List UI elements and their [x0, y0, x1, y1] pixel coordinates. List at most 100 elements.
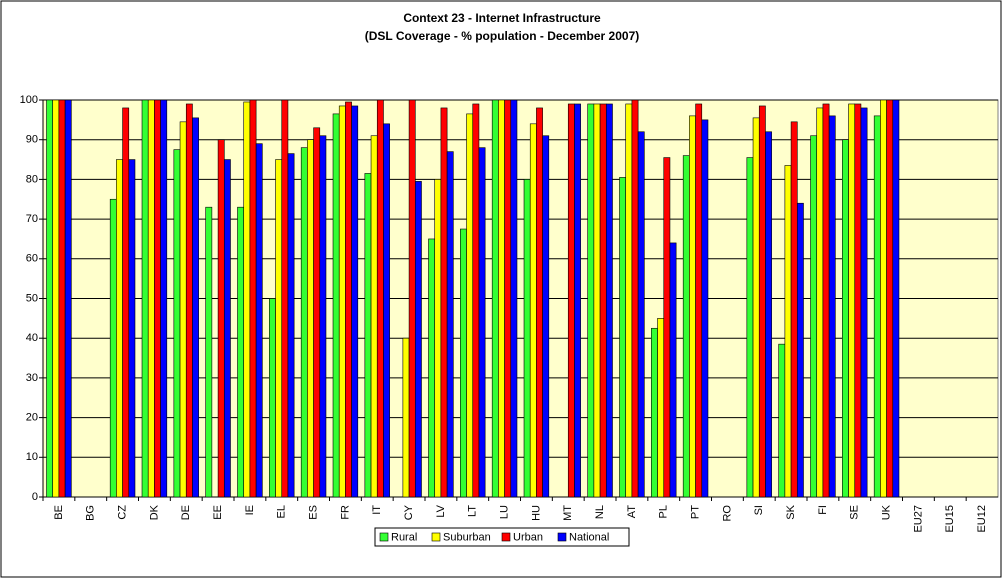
- legend-label: National: [569, 531, 609, 543]
- bar: [784, 165, 792, 498]
- bar: [205, 206, 213, 498]
- bar: [364, 173, 372, 498]
- chart-subtitle: (DSL Coverage - % population - December …: [365, 29, 640, 43]
- bar: [434, 179, 442, 498]
- bar: [237, 206, 245, 498]
- bar: [765, 131, 772, 498]
- bar: [223, 159, 231, 498]
- bar: [428, 238, 436, 498]
- y-tick-label: 20: [26, 412, 38, 424]
- bar: [619, 177, 627, 498]
- bar: [695, 103, 703, 498]
- bar: [255, 143, 263, 498]
- bar: [217, 139, 225, 498]
- bar: [498, 99, 505, 498]
- bar: [46, 99, 54, 498]
- x-tick-label: EE: [212, 505, 224, 520]
- bar: [269, 298, 276, 498]
- bar: [529, 123, 537, 498]
- x-tick-label: DE: [180, 505, 192, 520]
- bar: [478, 147, 486, 498]
- x-tick-label: IT: [371, 505, 383, 515]
- bar: [892, 99, 900, 498]
- bar: [631, 99, 639, 498]
- x-tick-label: ES: [307, 505, 319, 520]
- bar: [842, 139, 849, 498]
- x-tick-label: PT: [689, 505, 701, 519]
- x-tick-label: MT: [562, 505, 574, 521]
- bar: [185, 103, 193, 498]
- bar: [122, 107, 130, 498]
- bar: [816, 107, 824, 498]
- bar: [599, 103, 607, 498]
- x-tick-label: BG: [85, 505, 97, 521]
- x-tick-label: DK: [148, 504, 160, 520]
- chart-title: Context 23 - Internet Infrastructure: [403, 11, 601, 25]
- bar: [141, 99, 149, 498]
- bar: [243, 101, 251, 498]
- x-tick-label: SK: [785, 504, 797, 519]
- y-tick-label: 10: [26, 451, 38, 463]
- x-tick-label: PL: [658, 505, 670, 518]
- bar: [510, 99, 518, 498]
- bar: [880, 99, 887, 498]
- bar: [173, 149, 181, 498]
- x-tick-label: LV: [435, 504, 447, 517]
- bar: [472, 103, 480, 498]
- legend-label: Suburban: [443, 531, 491, 543]
- bar: [854, 103, 862, 498]
- bar: [147, 99, 155, 498]
- bar: [752, 117, 760, 498]
- bar: [52, 99, 60, 498]
- x-tick-label: IE: [244, 505, 256, 515]
- legend-swatch: [431, 532, 441, 542]
- x-tick-label: EU27: [912, 505, 924, 533]
- bar: [542, 135, 550, 498]
- legend-label: Rural: [391, 531, 417, 543]
- y-tick-label: 30: [26, 372, 38, 384]
- bar: [810, 135, 818, 498]
- bar: [860, 107, 868, 498]
- y-tick-label: 90: [26, 134, 38, 146]
- bar: [287, 153, 295, 498]
- bar: [383, 123, 390, 498]
- x-tick-label: FI: [817, 505, 829, 515]
- bar: [249, 99, 257, 498]
- legend-swatch: [501, 532, 511, 542]
- bar: [446, 151, 454, 498]
- bar: [281, 99, 289, 498]
- x-tick-label: RO: [721, 505, 733, 522]
- x-tick-label: UK: [880, 504, 892, 520]
- bar: [179, 121, 187, 498]
- bar: [663, 157, 671, 498]
- bar: [345, 101, 352, 498]
- y-tick-label: 0: [32, 491, 38, 503]
- bar: [466, 113, 474, 498]
- bar: [332, 113, 340, 498]
- bar: [536, 107, 543, 498]
- bar: [790, 121, 798, 498]
- x-tick-label: NL: [594, 505, 606, 519]
- x-tick-label: CZ: [116, 505, 128, 520]
- bar: [64, 99, 72, 498]
- bar: [370, 135, 378, 498]
- bar: [128, 159, 136, 498]
- bar: [408, 99, 416, 498]
- bar: [689, 115, 696, 498]
- bar: [319, 135, 327, 498]
- bar: [701, 119, 709, 498]
- y-tick-label: 40: [26, 332, 38, 344]
- x-tick-label: SI: [753, 505, 765, 515]
- bar: [637, 131, 645, 498]
- bar: [778, 343, 786, 498]
- bar: [58, 99, 66, 498]
- bar: [160, 99, 168, 498]
- legend-swatch: [379, 532, 389, 542]
- bar: [523, 179, 531, 498]
- x-tick-label: LU: [498, 505, 510, 519]
- bar: [593, 103, 601, 498]
- x-tick-label: HU: [530, 505, 542, 521]
- bar: [574, 103, 581, 498]
- x-tick-label: FR: [339, 505, 351, 520]
